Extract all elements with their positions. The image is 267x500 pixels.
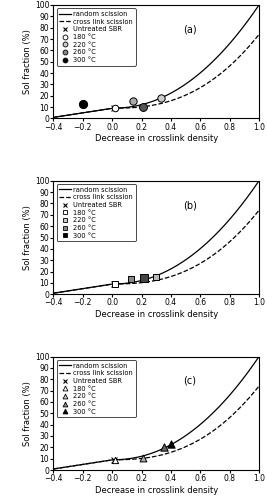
Point — [154, 272, 158, 280]
X-axis label: Decrease in crosslink density: Decrease in crosslink density — [95, 310, 218, 319]
Legend: random scission, cross link scission, Untreated SBR, 180 °C, 220 °C, 260 °C, 300: random scission, cross link scission, Un… — [57, 360, 136, 418]
Point — [141, 102, 145, 110]
Point — [112, 456, 116, 464]
Point — [113, 280, 117, 288]
Point — [129, 276, 134, 283]
X-axis label: Decrease in crosslink density: Decrease in crosslink density — [95, 134, 218, 143]
Point — [141, 454, 145, 462]
Text: (b): (b) — [183, 200, 197, 210]
Y-axis label: Sol fraction (%): Sol fraction (%) — [23, 30, 32, 94]
Point — [161, 443, 166, 451]
Point — [113, 456, 117, 464]
Legend: random scission, cross link scission, Untreated SBR, 180 °C, 220 °C, 260 °C, 300: random scission, cross link scission, Un… — [57, 184, 136, 242]
Point — [81, 100, 85, 108]
Point — [112, 104, 116, 112]
Point — [169, 440, 173, 448]
Point — [112, 280, 116, 288]
X-axis label: Decrease in crosslink density: Decrease in crosslink density — [95, 486, 218, 495]
Point — [142, 274, 147, 282]
Point — [159, 94, 163, 102]
Point — [113, 104, 117, 112]
Text: (a): (a) — [183, 24, 197, 34]
Legend: random scission, cross link scission, Untreated SBR, 180 °C, 220 °C, 260 °C, 300: random scission, cross link scission, Un… — [57, 8, 136, 66]
Point — [131, 97, 135, 105]
Text: (c): (c) — [183, 376, 196, 386]
Y-axis label: Sol fraction (%): Sol fraction (%) — [23, 205, 32, 270]
Y-axis label: Sol fraction (%): Sol fraction (%) — [23, 381, 32, 446]
